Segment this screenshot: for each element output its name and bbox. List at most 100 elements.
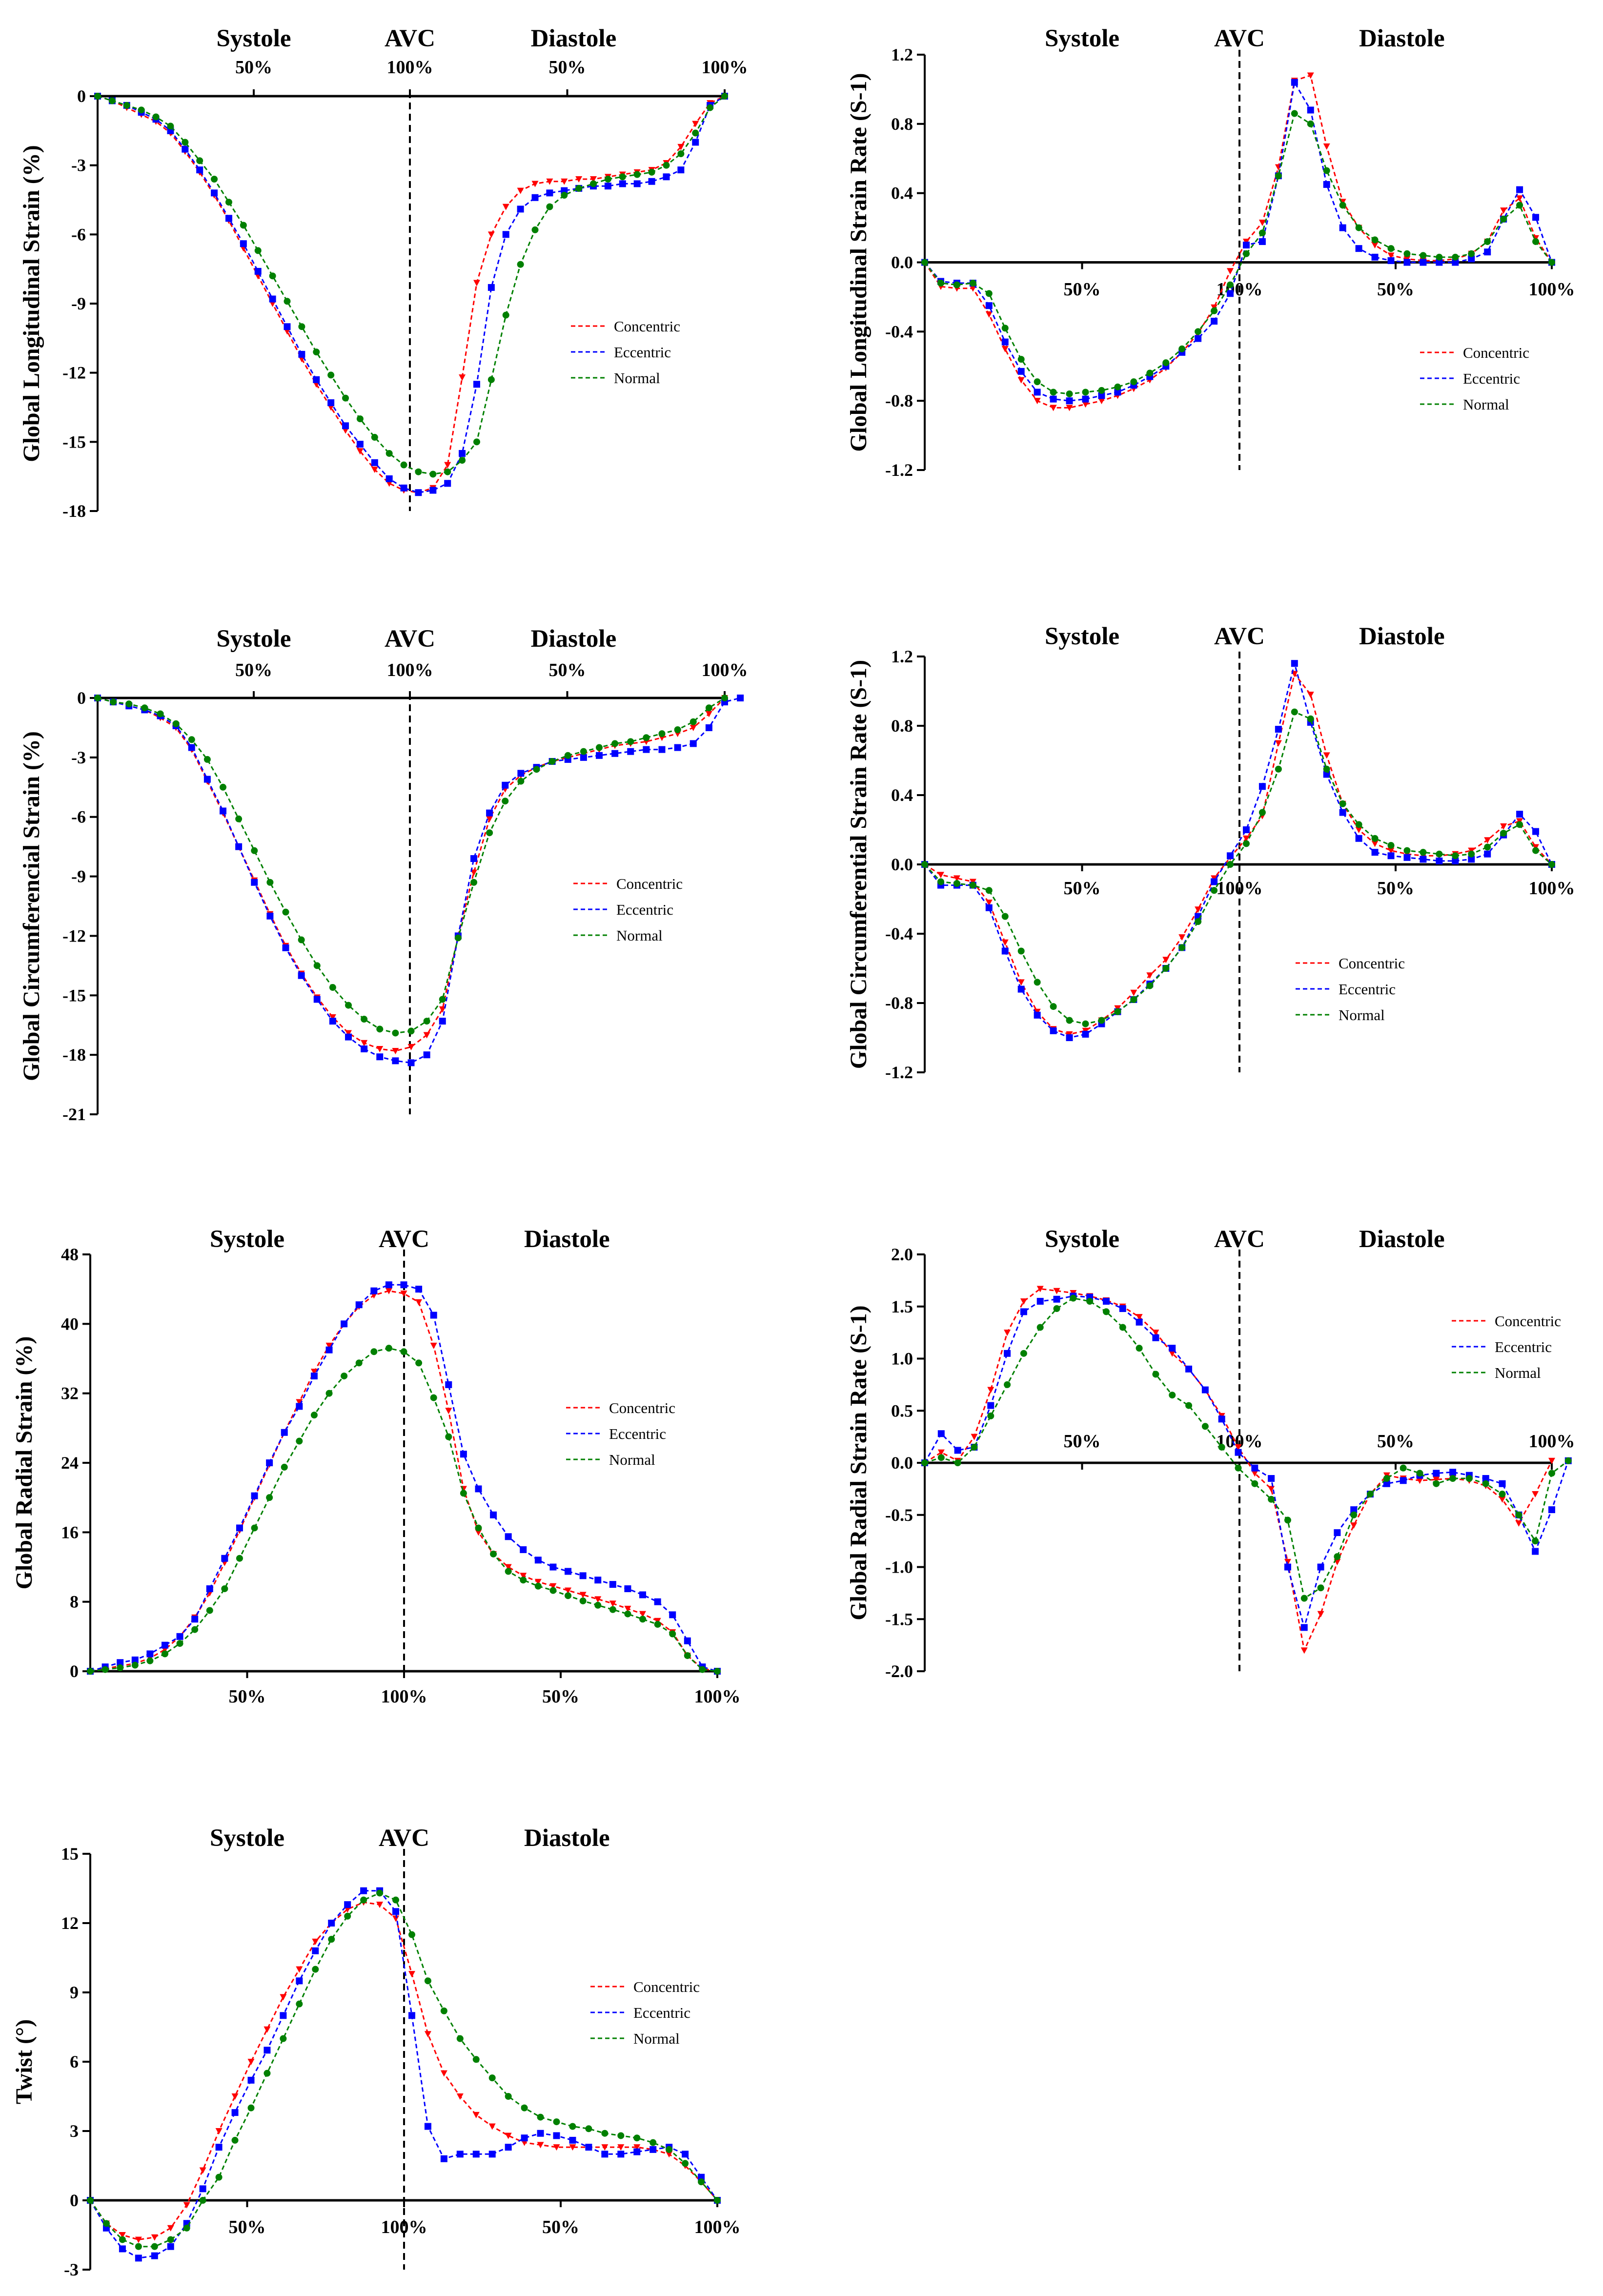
data-point-normal [1452,253,1459,261]
y-tick-label: 0.4 [891,184,913,203]
data-point-eccentric [1195,335,1202,342]
data-point-eccentric [1218,1415,1225,1423]
data-point-normal [1416,1470,1423,1477]
data-point-normal [1307,120,1314,127]
x-tick-label: 50% [1377,1431,1414,1452]
x-tick-label: 50% [542,2217,579,2237]
data-point-normal [235,815,243,822]
data-point-eccentric [296,1977,303,1985]
avc-label: AVC [379,1824,429,1852]
data-point-eccentric [1433,1470,1440,1477]
data-point-normal [182,139,189,146]
data-point-normal [1162,359,1170,367]
data-point-concentric [1516,195,1523,202]
legend-label-normal: Normal [1339,1006,1385,1024]
data-point-normal [146,1657,154,1664]
data-point-concentric [361,1040,368,1046]
data-point-normal [454,934,462,942]
y-tick-label: 1.0 [891,1349,913,1369]
data-point-normal [444,468,451,475]
data-point-concentric [549,1583,557,1590]
data-point-eccentric [505,2144,512,2151]
legend-label-eccentric: Eccentric [609,1425,666,1442]
systole-label: Systole [217,25,291,52]
data-point-normal [1400,1464,1407,1472]
data-point-normal [281,1463,288,1471]
data-point-normal [167,2236,174,2243]
data-point-normal [172,720,180,727]
data-point-eccentric [502,231,509,238]
legend: Concentric Eccentric Normal [1420,344,1529,413]
data-point-concentric [385,1288,392,1294]
data-point-eccentric [624,1585,631,1592]
data-point-eccentric [264,2047,271,2054]
y-tick-label: -0.5 [885,1505,913,1525]
data-point-eccentric [240,240,247,247]
data-point-normal [1227,281,1234,288]
data-point-eccentric [1387,852,1395,860]
data-point-normal [392,1029,399,1037]
data-point-normal [1433,1480,1440,1487]
series-line-eccentric [924,1295,1569,1630]
data-point-concentric [971,1434,978,1440]
data-point-normal [565,1592,572,1599]
data-point-eccentric [1001,947,1009,955]
data-point-eccentric [247,2076,255,2084]
data-point-eccentric [1242,242,1250,249]
data-point-eccentric [987,1402,994,1409]
data-point-normal [1548,1470,1555,1477]
x-tick-label: 50% [1064,878,1101,899]
data-point-concentric [1227,268,1234,275]
data-point-normal [313,348,320,356]
data-point-eccentric [1275,726,1282,733]
data-point-eccentric [298,972,305,979]
data-point-normal [546,203,553,210]
data-point-normal [502,798,509,805]
data-point-normal [537,2113,544,2121]
systole-label: Systole [217,625,291,653]
chart-panel-4: 1.2 0.8 0.4 0.0 -0.4 -0.8 -1.2 Global Circumfer… [846,623,1575,1082]
data-point-eccentric [1227,290,1234,297]
data-point-eccentric [1284,1563,1291,1571]
data-point-normal [1227,861,1234,868]
data-point-normal [188,736,195,743]
data-point-eccentric [565,1568,572,1575]
data-point-eccentric [266,1459,273,1466]
data-point-concentric [1251,1470,1258,1477]
data-point-normal [1339,202,1346,209]
x-tick-label: 100% [702,660,748,680]
data-point-eccentric [1242,826,1250,833]
data-point-concentric [537,2142,544,2149]
data-point-normal [342,394,349,402]
data-point-eccentric [423,1051,430,1059]
data-point-normal [220,783,226,791]
data-point-normal [102,2220,110,2227]
data-point-eccentric [345,1033,352,1041]
data-point-normal [1268,1496,1275,1503]
data-point-normal [407,1027,415,1035]
data-point-concentric [1532,1491,1539,1498]
data-point-normal [371,433,378,441]
data-point-concentric [569,2144,576,2151]
y-tick-label: -2.0 [885,1661,913,1681]
data-point-eccentric [439,1018,446,1025]
data-point-concentric [505,2132,512,2139]
y-tick-label: -6 [71,225,86,244]
data-point-concentric [440,2070,447,2077]
data-point-normal [1500,830,1507,837]
data-point-normal [585,2125,592,2132]
data-point-normal [376,1889,384,1897]
legend-label-normal: Normal [1463,396,1509,413]
data-point-eccentric [648,178,655,185]
data-point-normal [206,1607,213,1614]
data-point-normal [1004,1381,1011,1388]
legend-label-normal: Normal [616,927,663,944]
data-point-normal [1242,840,1250,847]
x-tick-label: 100% [1529,878,1575,899]
data-point-normal [360,1896,367,1904]
data-point-normal [167,123,174,130]
y-tick-label: 0 [70,1661,79,1681]
data-point-eccentric [1339,809,1346,816]
data-point-eccentric [151,2252,158,2259]
data-point-eccentric [705,724,712,731]
